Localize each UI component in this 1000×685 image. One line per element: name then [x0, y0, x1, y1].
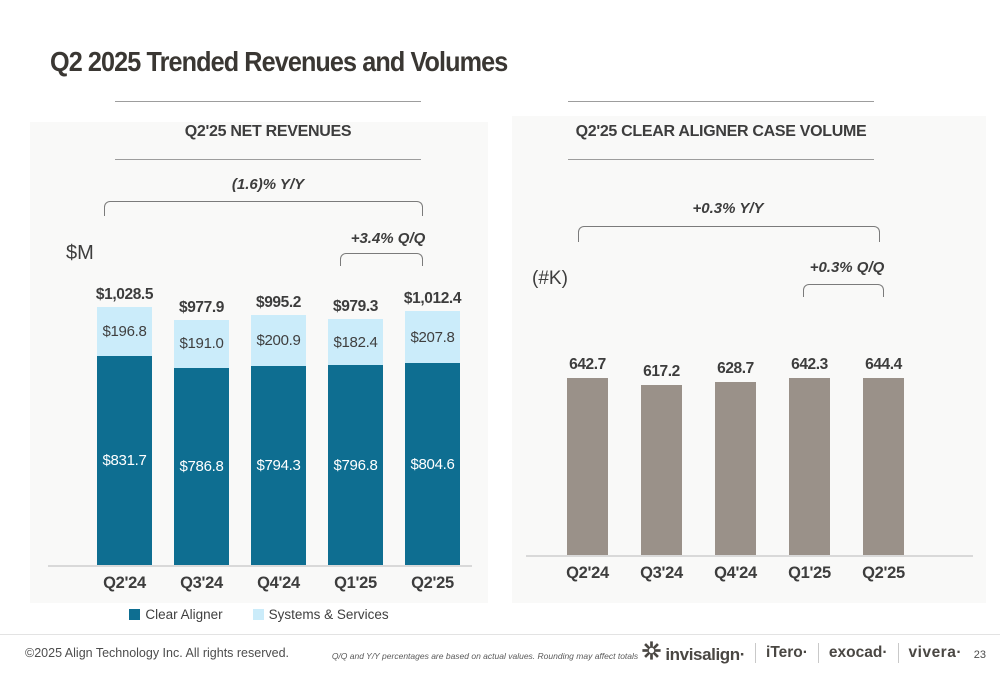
clear-aligner-value-label: $831.7 [102, 452, 147, 470]
x-axis-label: Q1'25 [788, 564, 831, 582]
net-revenues-x-axis [48, 565, 472, 567]
clear-aligner-segment: $804.6 [405, 363, 460, 565]
header-divider-right [568, 101, 874, 102]
x-axis-label: Q2'24 [103, 574, 146, 592]
systems-services-value-label: $200.9 [256, 332, 301, 350]
brand-separator [755, 643, 757, 663]
case-volume-yoy-bracket [578, 226, 880, 242]
total-value-label: $979.3 [332, 298, 378, 316]
net-revenues-chart: Q2'25 NET REVENUES (1.6)% Y/Y +3.4% Q/Q … [30, 122, 488, 603]
net-revenues-title-underline [115, 159, 421, 160]
clear-aligner-segment: $831.7 [97, 356, 152, 565]
clear-aligner-segment: $794.3 [251, 365, 306, 565]
volume-value-label: 628.7 [717, 360, 754, 378]
total-value-label: $1,012.4 [403, 290, 462, 308]
legend-label-clear-aligner: Clear Aligner [145, 607, 223, 622]
clear-aligner-value-label: $796.8 [333, 456, 378, 474]
footer-divider [0, 634, 1000, 635]
legend: Clear Aligner Systems & Services [30, 607, 488, 622]
volume-bar [863, 377, 904, 555]
x-axis-label: Q4'24 [257, 574, 300, 592]
systems-services-segment: $191.0 [174, 319, 229, 368]
systems-services-segment: $182.4 [328, 319, 383, 366]
brand-separator [897, 643, 899, 663]
slide-title: Q2 2025 Trended Revenues and Volumes [50, 46, 508, 77]
case-volume-chart: Q2'25 CLEAR ALIGNER CASE VOLUME +0.3% Y/… [512, 116, 986, 603]
systems-services-segment: $196.8 [97, 307, 152, 357]
x-axis-label: Q2'25 [862, 564, 905, 582]
clear-aligner-swatch-icon [129, 609, 141, 620]
systems-services-value-label: $196.8 [102, 323, 147, 341]
x-axis-label: Q2'24 [566, 564, 609, 582]
vivera-logo: vivera· [908, 644, 962, 661]
volume-bar [789, 378, 830, 555]
case-volume-unit-label: (#K) [532, 268, 568, 289]
clear-aligner-value-label: $794.3 [256, 456, 301, 474]
case-volume-qoq-bracket [803, 284, 884, 297]
x-axis-label: Q4'24 [714, 564, 757, 582]
brand-logos: invisalign· iTero· exocad· vivera· [642, 640, 962, 666]
volume-value-label: 617.2 [643, 363, 680, 381]
x-axis-label: Q3'24 [180, 574, 223, 592]
header-divider-left [115, 101, 421, 102]
clear-aligner-segment: $786.8 [174, 367, 229, 565]
total-value-label: $977.9 [178, 298, 224, 316]
legend-item-clear-aligner: Clear Aligner [129, 607, 223, 622]
systems-services-value-label: $191.0 [179, 335, 224, 353]
net-revenues-qoq-label: +3.4% Q/Q [350, 230, 426, 247]
clear-aligner-segment: $796.8 [328, 365, 383, 565]
net-revenues-chart-title: Q2'25 NET REVENUES [184, 123, 352, 140]
case-volume-title-underline [568, 159, 874, 160]
volume-value-label: 642.7 [569, 356, 606, 374]
case-volume-yoy-label: +0.3% Y/Y [692, 200, 764, 217]
net-revenues-yoy-bracket [104, 201, 423, 216]
systems-services-segment: $207.8 [405, 311, 460, 364]
legend-item-systems-services: Systems & Services [252, 607, 389, 622]
itero-logo: iTero· [766, 644, 808, 661]
systems-services-value-label: $207.8 [410, 328, 455, 346]
net-revenues-qoq-bracket [340, 253, 423, 266]
x-axis-label: Q1'25 [334, 574, 377, 592]
legend-label-systems-services: Systems & Services [268, 607, 389, 622]
systems-services-value-label: $182.4 [333, 333, 378, 351]
copyright-text: ©2025 Align Technology Inc. All rights r… [25, 646, 289, 660]
starburst-icon [642, 641, 661, 660]
case-volume-chart-title: Q2'25 CLEAR ALIGNER CASE VOLUME [575, 123, 867, 140]
net-revenues-yoy-label: (1.6)% Y/Y [231, 176, 305, 193]
volume-bar [715, 382, 756, 555]
invisalign-logo: invisalign· [642, 641, 745, 665]
clear-aligner-value-label: $786.8 [179, 457, 224, 475]
total-value-label: $1,028.5 [95, 286, 154, 304]
systems-services-swatch-icon [252, 609, 264, 620]
systems-services-segment: $200.9 [251, 315, 306, 366]
volume-bar [641, 385, 682, 555]
footnote-text: Q/Q and Y/Y percentages are based on act… [331, 651, 639, 661]
x-axis-label: Q3'24 [640, 564, 683, 582]
exocad-logo: exocad· [828, 644, 888, 661]
volume-bar [567, 378, 608, 555]
net-revenues-unit-label: $M [66, 242, 94, 264]
case-volume-qoq-label: +0.3% Q/Q [809, 259, 885, 276]
brand-separator [817, 643, 819, 663]
volume-value-label: 642.3 [791, 356, 828, 374]
x-axis-label: Q2'25 [411, 574, 454, 592]
volume-value-label: 644.4 [865, 355, 902, 373]
total-value-label: $995.2 [255, 294, 301, 312]
page-number: 23 [973, 649, 986, 661]
clear-aligner-value-label: $804.6 [410, 455, 455, 473]
invisalign-logo-text: invisalign· [665, 645, 746, 664]
case-volume-x-axis [526, 555, 973, 557]
